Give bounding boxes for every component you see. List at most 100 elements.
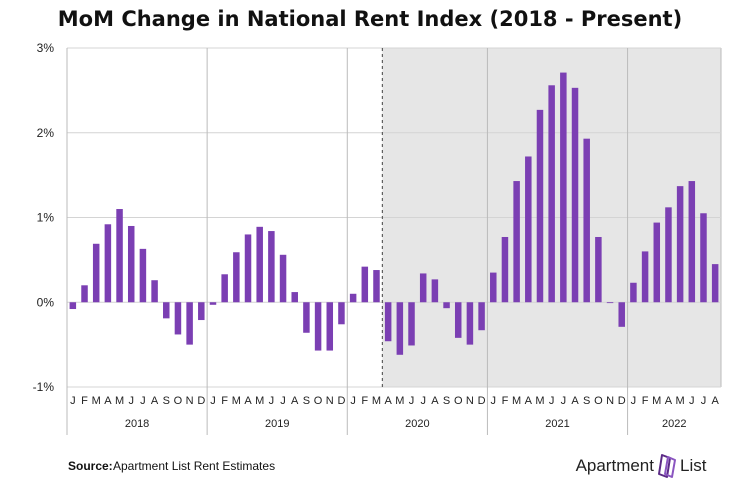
bar [268, 231, 275, 303]
bar [641, 251, 649, 303]
y-tick-label: 0% [37, 295, 55, 309]
bar [443, 302, 450, 309]
apartment-list-logo: Apartment List [576, 454, 707, 478]
month-tick-label: S [303, 395, 310, 407]
month-tick-label: J [70, 395, 76, 407]
bar [92, 243, 100, 303]
bar [630, 282, 637, 303]
month-tick-label: F [361, 395, 368, 407]
bar [209, 302, 217, 305]
bar [653, 222, 661, 303]
grid-lines [66, 47, 722, 388]
year-label: 2022 [662, 418, 686, 430]
month-tick-label: J [701, 395, 707, 407]
bar [419, 273, 427, 303]
bar [560, 72, 567, 303]
bar [513, 181, 520, 303]
year-label: 2021 [545, 418, 569, 430]
bar [711, 264, 719, 303]
chart-title: MoM Change in National Rent Index (2018 … [58, 7, 682, 31]
bar [127, 225, 135, 303]
month-tick-label: J [210, 395, 216, 407]
bar [256, 226, 263, 303]
bar [314, 302, 322, 351]
logo-text-right: List [680, 456, 707, 475]
year-label: 2020 [405, 418, 429, 430]
month-tick-label: M [255, 395, 264, 407]
month-tick-label: O [454, 395, 463, 407]
month-tick-label: M [395, 395, 404, 407]
month-tick-label: N [326, 395, 334, 407]
bar [116, 209, 123, 303]
y-tick-label: 3% [37, 41, 55, 55]
source-label: Source: [68, 459, 113, 473]
year-label: 2019 [265, 418, 289, 430]
month-tick-label: A [104, 395, 112, 407]
bar [466, 302, 474, 345]
month-tick-label: F [642, 395, 649, 407]
month-tick-label: M [676, 395, 685, 407]
logo-text-left: Apartment [576, 456, 655, 475]
bar [490, 272, 497, 303]
month-tick-label: M [372, 395, 381, 407]
bar [326, 302, 334, 351]
month-tick-label: J [280, 395, 286, 407]
month-tick-label: J [689, 395, 695, 407]
month-tick-label: J [491, 395, 497, 407]
month-tick-label: M [512, 395, 521, 407]
bar [303, 302, 310, 333]
bar [69, 302, 77, 310]
month-tick-label: M [652, 395, 661, 407]
month-tick-label: M [232, 395, 241, 407]
bar [676, 186, 684, 303]
month-tick-label: D [337, 395, 345, 407]
month-tick-label: M [115, 395, 124, 407]
month-tick-label: D [478, 395, 486, 407]
month-tick-label: O [594, 395, 603, 407]
bar [373, 270, 380, 303]
month-tick-label: A [711, 395, 719, 407]
bar [548, 85, 555, 303]
y-axis-ticks: 3% 2% 1% 0% -1% [33, 41, 55, 394]
bar [81, 285, 88, 303]
y-tick-label: -1% [33, 380, 55, 394]
y-tick-label: 1% [37, 211, 55, 225]
bar [431, 279, 439, 303]
bar [104, 224, 112, 303]
month-tick-label: A [384, 395, 392, 407]
month-tick-label: J [140, 395, 146, 407]
bar [396, 302, 404, 355]
month-tick-label: J [420, 395, 426, 407]
bar [501, 236, 509, 303]
bar [163, 302, 170, 319]
bar [291, 292, 298, 303]
bar [525, 156, 532, 303]
month-tick-label: S [583, 395, 590, 407]
bar [454, 302, 462, 338]
month-tick-label: J [561, 395, 567, 407]
month-tick-label: M [535, 395, 544, 407]
bar [595, 236, 602, 303]
month-tick-label: A [665, 395, 673, 407]
month-tick-label: J [409, 395, 415, 407]
month-tick-label: A [431, 395, 439, 407]
month-tick-label: F [81, 395, 88, 407]
logo-mark-icon [658, 454, 676, 478]
bar [618, 302, 625, 327]
bar [665, 207, 672, 303]
month-tick-label: O [314, 395, 323, 407]
bar [279, 254, 287, 303]
bar [478, 302, 485, 331]
month-tick-label: A [525, 395, 533, 407]
year-label: 2018 [125, 418, 149, 430]
month-tick-label: A [244, 395, 252, 407]
month-tick-label: A [291, 395, 299, 407]
bar [198, 302, 205, 321]
bar [571, 87, 579, 303]
month-tick-label: F [502, 395, 509, 407]
source-text: Apartment List Rent Estimates [113, 459, 275, 473]
month-tick-label: J [269, 395, 275, 407]
bar [151, 280, 158, 303]
